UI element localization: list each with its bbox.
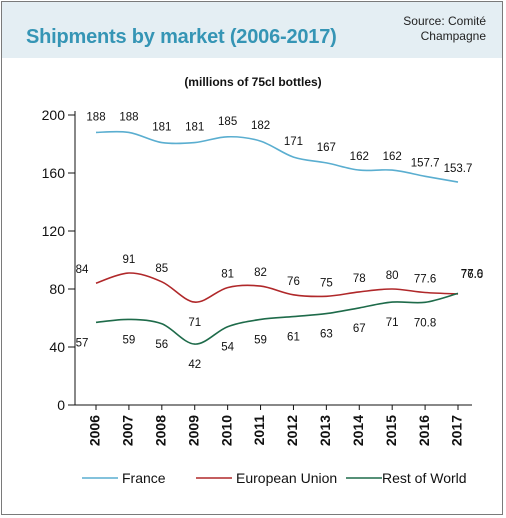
x-tick-label-2014: 2014 bbox=[350, 415, 366, 446]
x-tick-label-2017: 2017 bbox=[449, 415, 465, 446]
data-label-rest-of-world-2012: 61 bbox=[287, 332, 300, 344]
data-label-european-union-2009: 71 bbox=[188, 317, 201, 329]
data-label-france-2008: 181 bbox=[152, 122, 171, 134]
data-label-european-union-2017: 76.6 bbox=[461, 269, 483, 281]
data-label-france-2015: 162 bbox=[383, 151, 402, 163]
x-tick-label-2011: 2011 bbox=[251, 415, 267, 446]
data-label-rest-of-world-2011: 59 bbox=[254, 334, 267, 346]
x-tick-label-2016: 2016 bbox=[416, 415, 432, 446]
data-label-european-union-2012: 76 bbox=[287, 276, 300, 288]
data-label-france-2010: 185 bbox=[218, 116, 237, 128]
source-line-1: Source: Comité bbox=[403, 14, 486, 28]
data-label-france-2012: 171 bbox=[284, 136, 303, 148]
source-line-2: Champagne bbox=[420, 29, 486, 43]
series-line-european-union bbox=[95, 272, 459, 303]
y-tick-label-40: 40 bbox=[49, 339, 65, 355]
data-label-france-2011: 182 bbox=[251, 120, 270, 132]
data-label-european-union-2016: 77.6 bbox=[414, 273, 436, 285]
data-label-rest-of-world-2010: 54 bbox=[221, 342, 234, 354]
data-label-france-2006: 188 bbox=[86, 111, 105, 123]
x-tick-label-2012: 2012 bbox=[284, 415, 300, 446]
y-tick-label-160: 160 bbox=[42, 165, 66, 181]
data-label-france-2013: 167 bbox=[317, 142, 336, 154]
x-tick-label-2007: 2007 bbox=[120, 415, 136, 446]
data-label-european-union-2014: 78 bbox=[353, 273, 366, 285]
y-tick-label-120: 120 bbox=[42, 223, 66, 239]
data-label-european-union-2010: 81 bbox=[221, 269, 234, 281]
x-tick-label-2009: 2009 bbox=[185, 415, 201, 446]
data-label-rest-of-world-2009: 42 bbox=[188, 359, 201, 371]
legend-label-rest-of-world: Rest of World bbox=[382, 470, 467, 486]
data-label-rest-of-world-2006: 57 bbox=[76, 337, 89, 349]
x-tick-label-2013: 2013 bbox=[317, 415, 333, 446]
data-label-european-union-2008: 85 bbox=[155, 263, 168, 275]
data-label-france-2007: 188 bbox=[119, 111, 138, 123]
data-label-rest-of-world-2015: 71 bbox=[386, 317, 399, 329]
data-label-european-union-2011: 82 bbox=[254, 267, 267, 279]
x-tick-label-2006: 2006 bbox=[87, 415, 103, 446]
x-tick-label-2015: 2015 bbox=[383, 415, 399, 446]
data-label-european-union-2013: 75 bbox=[320, 277, 333, 289]
data-label-european-union-2007: 91 bbox=[123, 254, 136, 266]
data-label-european-union-2006: 84 bbox=[76, 264, 89, 276]
data-label-rest-of-world-2014: 67 bbox=[353, 323, 366, 335]
x-tick-label-2008: 2008 bbox=[153, 415, 169, 446]
data-label-rest-of-world-2007: 59 bbox=[123, 334, 136, 346]
x-tick-label-2010: 2010 bbox=[218, 415, 234, 446]
y-tick-label-0: 0 bbox=[57, 397, 65, 413]
data-label-france-2016: 157.7 bbox=[411, 157, 440, 169]
data-label-france-2014: 162 bbox=[350, 151, 369, 163]
legend-label-european-union: European Union bbox=[236, 470, 337, 486]
series-line-france bbox=[95, 130, 459, 183]
chart-title: Shipments by market (2006-2017) bbox=[26, 26, 337, 48]
chart-header: Shipments by market (2006-2017) Source: … bbox=[2, 2, 502, 58]
data-label-rest-of-world-2008: 56 bbox=[155, 339, 168, 351]
data-label-rest-of-world-2016: 70.8 bbox=[414, 317, 436, 329]
data-label-france-2009: 181 bbox=[185, 122, 204, 134]
source-note: Source: Comité Champagne bbox=[346, 14, 486, 44]
y-tick-label-80: 80 bbox=[49, 281, 65, 297]
chart-subtitle: (millions of 75cl bottles) bbox=[184, 75, 322, 89]
y-tick-label-200: 200 bbox=[42, 107, 66, 123]
data-label-france-2017: 153.7 bbox=[444, 163, 473, 175]
legend-label-france: France bbox=[122, 470, 166, 486]
data-label-rest-of-world-2013: 63 bbox=[320, 329, 333, 341]
data-label-european-union-2015: 80 bbox=[386, 270, 399, 282]
data-label-rest-of-world-2017: 77.0 bbox=[461, 268, 483, 280]
series-line-rest-of-world bbox=[95, 292, 459, 345]
